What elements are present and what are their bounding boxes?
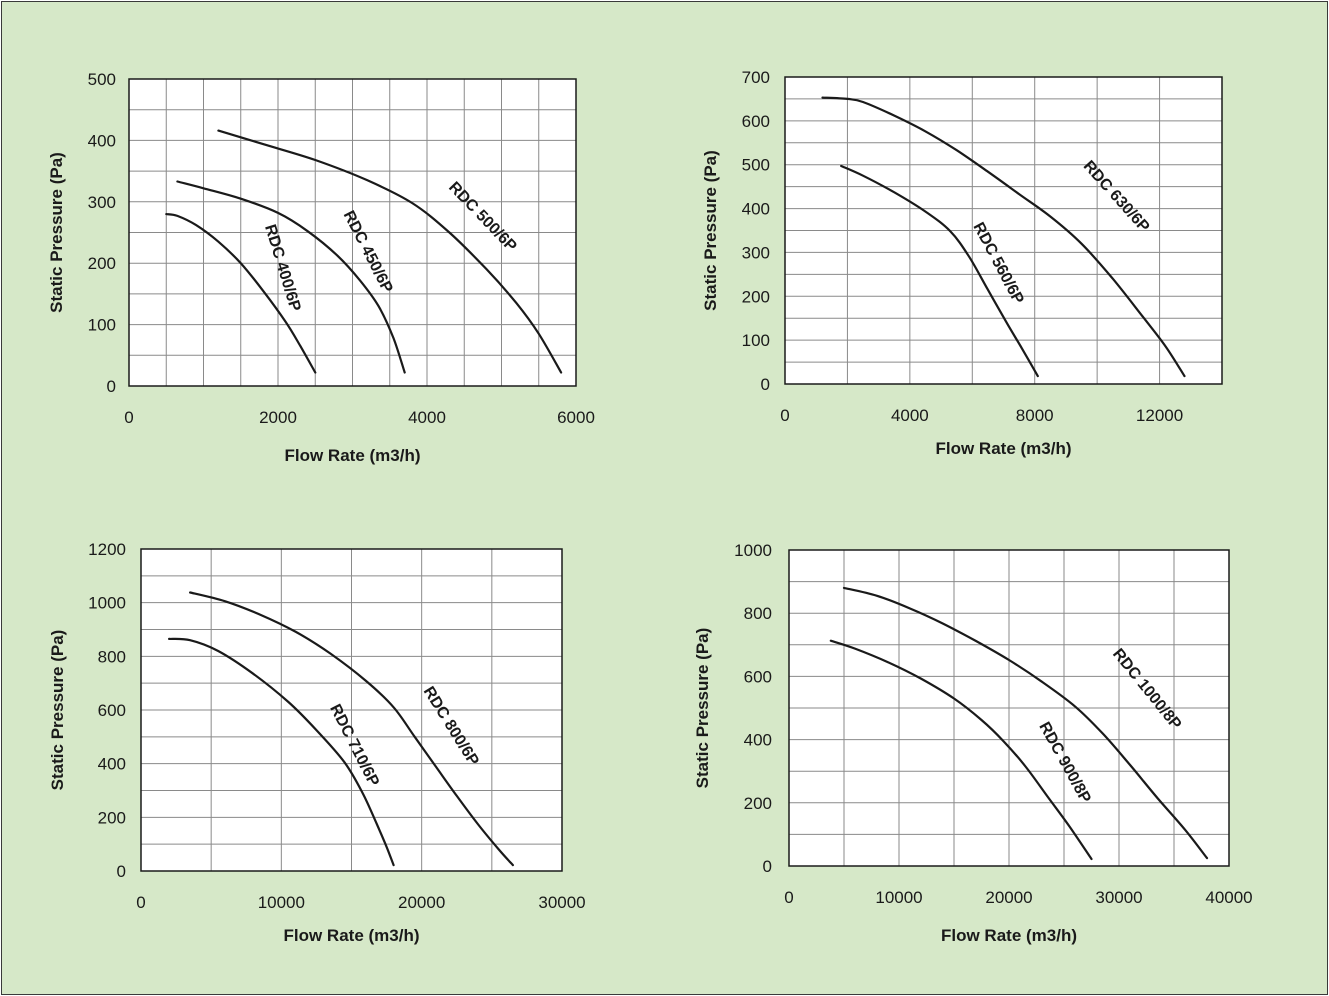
x-tick-label: 10000	[875, 888, 922, 907]
chart-2: 0 4000 8000 12000 0 100 200 300 400 500 600 700 Flow…	[701, 68, 1223, 458]
chart-4: 0 10000 20000 30000 40000 0 200 400 600 800 1000 Fl…	[693, 541, 1253, 945]
series-line	[176, 180, 406, 374]
y-axis-label: Static Pressure (Pa)	[693, 628, 712, 789]
x-tick-label: 0	[124, 408, 133, 427]
y-axis-label: Static Pressure (Pa)	[47, 152, 66, 313]
plot-frame	[140, 548, 563, 872]
y-tick-label: 100	[88, 316, 116, 335]
y-tick-label: 700	[742, 68, 770, 87]
y-tick-label: 400	[98, 755, 126, 774]
series-line	[165, 213, 317, 374]
y-tick-label: 0	[117, 862, 126, 881]
plot-frame	[128, 78, 577, 387]
x-axis-label: Flow Rate (m3/h)	[283, 926, 419, 945]
y-tick-label: 1000	[88, 594, 126, 613]
y-tick-label: 600	[742, 112, 770, 131]
y-tick-label: 500	[742, 156, 770, 175]
x-tick-label: 4000	[891, 406, 929, 425]
series-line	[821, 96, 1186, 378]
y-tick-label: 600	[98, 701, 126, 720]
series-line	[217, 129, 563, 374]
y-tick-label: 800	[744, 604, 772, 623]
x-tick-label: 0	[780, 406, 789, 425]
x-tick-label: 0	[136, 893, 145, 912]
y-tick-label: 0	[761, 375, 770, 394]
y-tick-label: 1200	[88, 540, 126, 559]
x-tick-label: 12000	[1136, 406, 1183, 425]
x-tick-label: 6000	[557, 408, 595, 427]
y-tick-label: 300	[742, 243, 770, 262]
y-tick-label: 100	[742, 331, 770, 350]
series-line	[189, 591, 514, 867]
x-axis-label: Flow Rate (m3/h)	[284, 446, 420, 465]
y-tick-label: 600	[744, 667, 772, 686]
y-tick-label: 300	[88, 193, 116, 212]
y-tick-label: 200	[88, 254, 116, 273]
chart-1: 0 2000 4000 6000 0 100 200 300 400 500 Flow Rate (…	[47, 70, 595, 465]
x-tick-label: 10000	[258, 893, 305, 912]
y-tick-label: 400	[88, 131, 116, 150]
series-line	[842, 586, 1209, 860]
y-tick-label: 400	[744, 731, 772, 750]
series-line	[168, 637, 395, 867]
x-tick-label: 40000	[1205, 888, 1252, 907]
y-axis-label: Static Pressure (Pa)	[701, 150, 720, 311]
y-tick-label: 0	[107, 377, 116, 396]
x-tick-label: 2000	[259, 408, 297, 427]
x-axis-label: Flow Rate (m3/h)	[941, 926, 1077, 945]
x-tick-label: 30000	[538, 893, 585, 912]
series-line	[840, 164, 1039, 378]
x-tick-label: 20000	[398, 893, 445, 912]
y-tick-label: 200	[744, 794, 772, 813]
y-tick-label: 500	[88, 70, 116, 89]
x-tick-label: 4000	[408, 408, 446, 427]
y-tick-label: 1000	[734, 541, 772, 560]
y-tick-label: 200	[742, 287, 770, 306]
x-tick-label: 0	[784, 888, 793, 907]
y-tick-label: 800	[98, 647, 126, 666]
plot-frame	[784, 76, 1223, 385]
x-axis-label: Flow Rate (m3/h)	[935, 439, 1071, 458]
y-axis-label: Static Pressure (Pa)	[48, 630, 67, 791]
series-line	[829, 639, 1093, 861]
chart-3: 0 10000 20000 30000 0 200 400 600 800 1000 1200 Flo…	[48, 540, 586, 945]
plot-frame	[788, 549, 1230, 867]
x-tick-label: 8000	[1016, 406, 1054, 425]
x-tick-label: 30000	[1095, 888, 1142, 907]
y-tick-label: 200	[98, 808, 126, 827]
y-tick-label: 400	[742, 200, 770, 219]
x-tick-label: 20000	[985, 888, 1032, 907]
y-tick-label: 0	[763, 857, 772, 876]
